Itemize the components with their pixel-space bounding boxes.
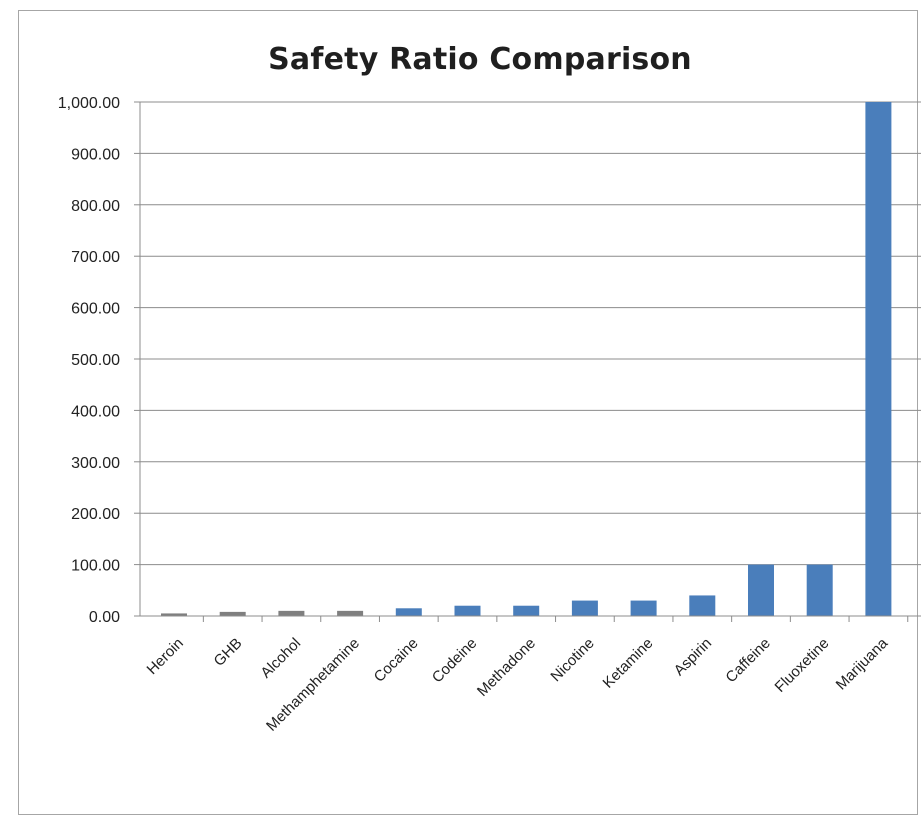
axes bbox=[134, 101, 921, 622]
bar-methamphetamine bbox=[337, 610, 364, 616]
y-tick-label: 200.00 bbox=[71, 506, 120, 523]
bar-codeine bbox=[454, 605, 481, 616]
y-tick-label: 100.00 bbox=[71, 558, 120, 575]
y-tick-label: 1,000.00 bbox=[58, 95, 120, 112]
y-tick-label: 400.00 bbox=[71, 403, 120, 420]
x-category-label: Aspirin bbox=[671, 635, 715, 679]
bar-marijuana bbox=[865, 102, 892, 616]
x-category-label: Methadone bbox=[474, 635, 539, 700]
bar-cocaine bbox=[395, 608, 422, 616]
bar-caffeine bbox=[748, 564, 774, 616]
bar-nicotine bbox=[571, 600, 598, 616]
y-tick-label: 600.00 bbox=[71, 301, 120, 318]
x-category-label: Alcohol bbox=[257, 635, 304, 682]
x-category-label: Caffeine bbox=[722, 635, 773, 686]
y-tick-label: 900.00 bbox=[71, 146, 120, 163]
x-category-label: Fluoxetine bbox=[772, 635, 833, 696]
chart-title: Safety Ratio Comparison bbox=[268, 42, 692, 77]
x-category-label: Heroin bbox=[144, 635, 187, 678]
bar-heroin bbox=[161, 613, 187, 616]
y-tick-label: 500.00 bbox=[71, 352, 120, 369]
y-axis-tick-labels: 0.00 100.00 200.00 300.00 400.00 500.00 600.00… bbox=[58, 95, 120, 626]
bar-alcohol bbox=[278, 610, 305, 616]
x-category-label: Marijuana bbox=[833, 634, 892, 693]
bar-ghb bbox=[219, 611, 246, 616]
bar-fluoxetine bbox=[806, 564, 833, 616]
y-tick-label: 300.00 bbox=[71, 455, 120, 472]
x-category-label: Nicotine bbox=[547, 635, 597, 685]
y-tick-label: 0.00 bbox=[89, 609, 120, 626]
x-category-label: Codeine bbox=[429, 635, 481, 687]
bar-aspirin bbox=[689, 595, 716, 616]
bars bbox=[161, 102, 892, 616]
x-category-label: GHB bbox=[211, 635, 246, 670]
y-tick-label: 700.00 bbox=[71, 249, 120, 266]
chart-frame bbox=[18, 10, 918, 815]
bar-methadone bbox=[513, 605, 540, 616]
y-tick-label: 800.00 bbox=[71, 198, 120, 215]
x-category-label: Ketamine bbox=[600, 635, 657, 692]
gridlines bbox=[140, 101, 921, 566]
x-category-label: Cocaine bbox=[371, 635, 422, 686]
bar-ketamine bbox=[630, 600, 657, 616]
